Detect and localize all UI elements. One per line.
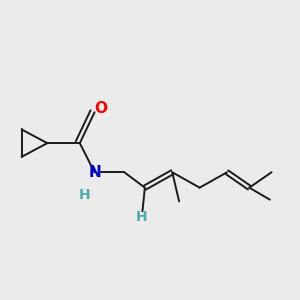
- Text: O: O: [94, 101, 107, 116]
- Text: H: H: [136, 210, 147, 224]
- Text: N: N: [89, 165, 102, 180]
- Text: H: H: [79, 188, 90, 202]
